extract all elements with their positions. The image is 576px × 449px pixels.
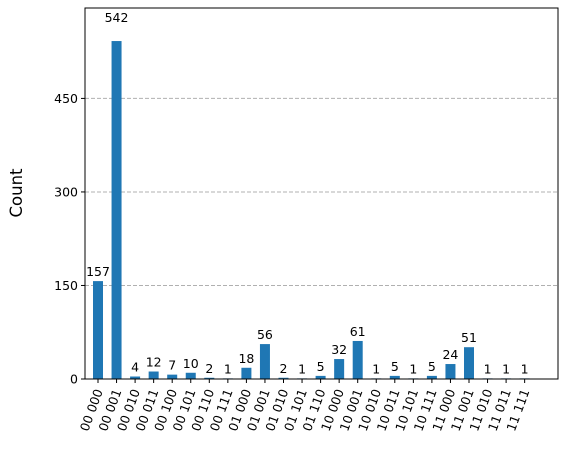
bar-label-8: 18 (238, 351, 254, 366)
bar-label-3: 12 (146, 355, 162, 370)
bar-10 (278, 377, 289, 379)
bar-3 (148, 371, 159, 379)
bar-19 (445, 364, 456, 379)
bar-label-18: 5 (428, 359, 436, 374)
bar-2 (130, 376, 141, 379)
bar-12 (315, 375, 326, 379)
bar-label-16: 5 (391, 359, 399, 374)
bar-1 (111, 41, 122, 379)
bar-0 (93, 281, 103, 379)
bar-label-7: 1 (224, 361, 232, 376)
bar-label-14: 61 (350, 324, 366, 339)
bar-label-23: 1 (521, 361, 529, 376)
bar-14 (352, 340, 363, 379)
bar-label-19: 24 (442, 347, 458, 362)
bar-label-12: 5 (317, 359, 325, 374)
bar-label-10: 2 (280, 361, 288, 376)
y-tick-label-0: 0 (70, 372, 78, 387)
bar-16 (389, 375, 400, 379)
bar-9 (259, 344, 270, 379)
y-tick-label-3: 450 (54, 91, 78, 106)
bar-label-5: 10 (183, 356, 199, 371)
bar-label-9: 56 (257, 327, 273, 342)
bar-label-15: 1 (372, 361, 380, 376)
bar-label-11: 1 (298, 361, 306, 376)
bar-5 (185, 372, 196, 379)
bar-6 (204, 377, 215, 379)
bars (93, 41, 530, 379)
y-tick-label-1: 150 (54, 278, 78, 293)
bar-13 (334, 359, 345, 379)
bar-label-2: 4 (131, 360, 139, 375)
grid-lines (85, 97, 558, 286)
y-tick-label-2: 300 (54, 184, 78, 199)
y-axis-ticks: 0 150 300 450 (54, 91, 85, 387)
plot-frame (84, 7, 559, 380)
bar-label-22: 1 (502, 361, 510, 376)
bar-18 (426, 375, 437, 379)
bar-label-0: 157 (86, 264, 110, 279)
bar-label-20: 51 (461, 330, 477, 345)
bar-label-6: 2 (205, 361, 213, 376)
bar-label-13: 32 (331, 342, 347, 357)
bar-label-17: 1 (409, 361, 417, 376)
bar-4 (167, 374, 178, 379)
bar-label-21: 1 (484, 361, 492, 376)
bar-label-4: 7 (168, 358, 176, 373)
bar-label-1: 542 (105, 10, 129, 25)
bar-20 (464, 347, 474, 379)
y-axis-label: Count (7, 168, 26, 218)
bar-8 (241, 367, 252, 379)
